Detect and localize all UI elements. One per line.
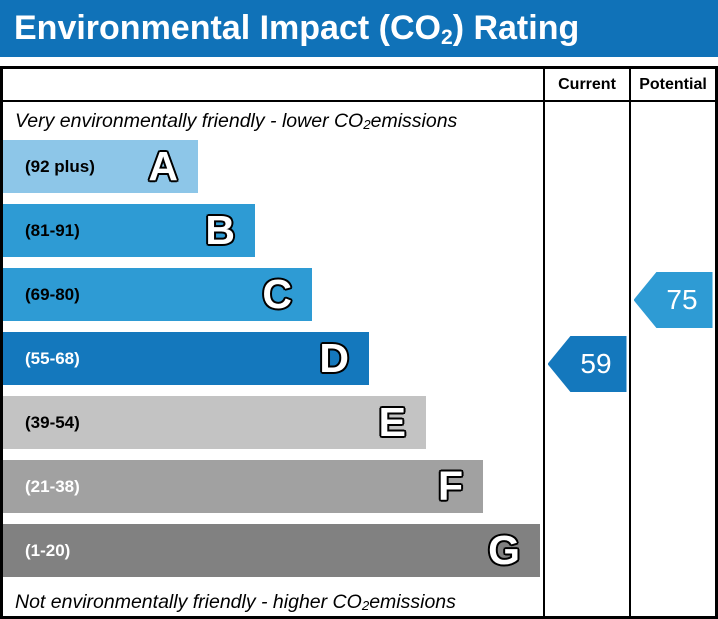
current-column-spacer — [543, 102, 629, 140]
rating-bands: (92 plus) A (81-91) B (69-80) C 75 (55-68) D 59 (3… — [3, 140, 715, 588]
current-cell-b — [543, 204, 629, 268]
band-letter: F — [437, 463, 464, 509]
title-bar: Environmental Impact (CO2) Rating — [0, 0, 718, 57]
band-bar-a: (92 plus) A — [3, 140, 198, 193]
band-bar-c: (69-80) C — [3, 268, 312, 321]
caption-not-friendly: Not environmentally friendly - higher CO… — [15, 590, 456, 614]
band-letter: B — [204, 207, 236, 253]
current-cell-g — [543, 524, 629, 588]
band-range-label: (69-80) — [25, 284, 80, 304]
current-column-spacer — [543, 588, 629, 616]
table-header-row: Current Potential — [3, 69, 715, 102]
band-row-f: (21-38) F — [3, 460, 715, 524]
rating-table: Current Potential Very environmentally f… — [0, 66, 718, 619]
page-title: Environmental Impact (CO2) Rating — [14, 9, 580, 50]
potential-cell-c: 75 — [629, 268, 715, 332]
caption-row-bottom: Not environmentally friendly - higher CO… — [3, 588, 715, 616]
current-column-header: Current — [543, 69, 629, 100]
band-row-a: (92 plus) A — [3, 140, 715, 204]
band-row-e: (39-54) E — [3, 396, 715, 460]
current-rating-arrow: 59 — [547, 336, 627, 392]
potential-cell-g — [629, 524, 715, 588]
band-bar-f: (21-38) F — [3, 460, 483, 513]
caption-very-friendly: Very environmentally friendly - lower CO… — [15, 109, 458, 133]
band-letter: G — [487, 527, 521, 573]
potential-column-spacer — [629, 588, 715, 616]
current-cell-f — [543, 460, 629, 524]
band-range-label: (55-68) — [25, 348, 80, 368]
potential-rating-arrow: 75 — [633, 272, 713, 328]
current-cell-e — [543, 396, 629, 460]
band-range-label: (81-91) — [25, 220, 80, 240]
caption-row-top: Very environmentally friendly - lower CO… — [3, 102, 715, 140]
band-row-c: (69-80) C 75 — [3, 268, 715, 332]
potential-column-spacer — [629, 102, 715, 140]
band-letter: A — [147, 143, 179, 189]
band-bar-e: (39-54) E — [3, 396, 426, 449]
band-row-g: (1-20) G — [3, 524, 715, 588]
potential-cell-d — [629, 332, 715, 396]
current-cell-d: 59 — [543, 332, 629, 396]
potential-column-header: Potential — [629, 69, 715, 100]
band-range-label: (92 plus) — [25, 156, 95, 176]
header-chart-cell — [3, 69, 543, 100]
band-row-b: (81-91) B — [3, 204, 715, 268]
potential-cell-b — [629, 204, 715, 268]
band-letter: E — [378, 399, 408, 445]
band-bar-g: (1-20) G — [3, 524, 540, 577]
band-range-label: (21-38) — [25, 476, 80, 496]
band-bar-d: (55-68) D — [3, 332, 369, 385]
potential-cell-a — [629, 140, 715, 204]
band-letter: D — [318, 335, 350, 381]
band-row-d: (55-68) D 59 — [3, 332, 715, 396]
current-cell-c — [543, 268, 629, 332]
band-range-label: (1-20) — [25, 540, 71, 560]
potential-cell-e — [629, 396, 715, 460]
current-cell-a — [543, 140, 629, 204]
potential-cell-f — [629, 460, 715, 524]
band-range-label: (39-54) — [25, 412, 80, 432]
band-bar-b: (81-91) B — [3, 204, 255, 257]
band-letter: C — [261, 271, 293, 317]
